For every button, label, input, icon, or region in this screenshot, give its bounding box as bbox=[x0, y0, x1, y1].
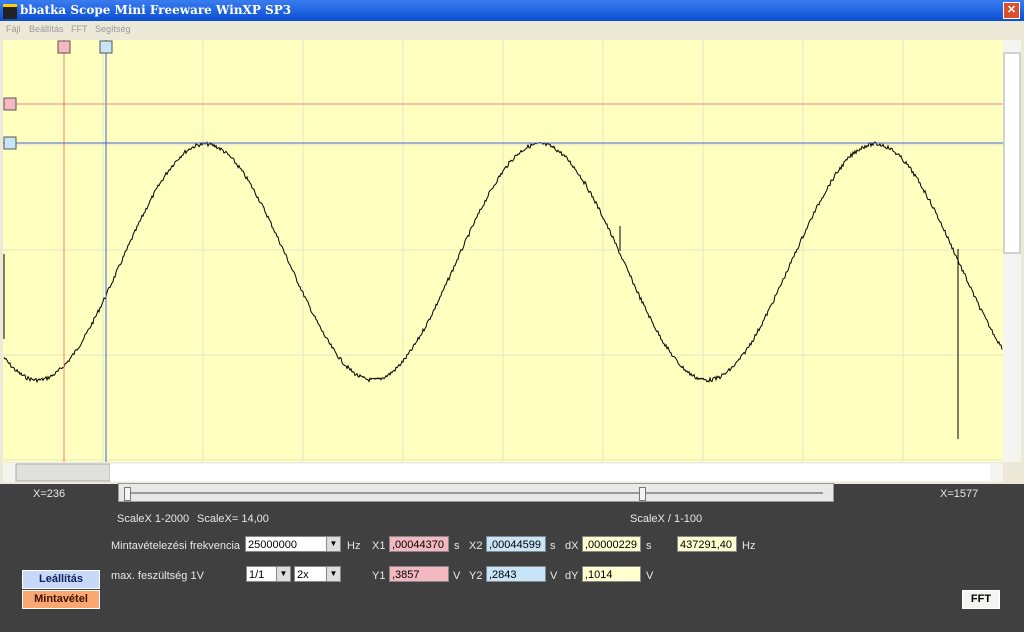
waveform bbox=[3, 141, 1003, 439]
dropdown-arrow[interactable]: ▼ bbox=[326, 567, 340, 581]
gain-value: 2x bbox=[297, 569, 309, 581]
unit: V bbox=[646, 570, 654, 582]
slider-track bbox=[127, 492, 823, 494]
sample-button[interactable]: Mintavétel bbox=[22, 590, 100, 609]
dropdown-arrow[interactable]: ▼ bbox=[276, 567, 290, 581]
right-position: X=1577 bbox=[940, 488, 979, 500]
cursor-x1-handle[interactable] bbox=[57, 40, 71, 54]
y2-field[interactable]: ,2843 bbox=[486, 566, 546, 582]
title-bar: bbatka Scope Mini Freeware WinXP SP3 ✕ bbox=[0, 0, 1024, 21]
gain-select[interactable]: 2x ▼ bbox=[294, 566, 341, 582]
scale-divider: ScaleX / 1-100 bbox=[630, 513, 703, 525]
dropdown-arrow[interactable]: ▼ bbox=[326, 537, 340, 551]
voltage-label: max. feszültség 1V bbox=[111, 570, 204, 582]
menu-bar: Fájl Beállítás FFT Segítség bbox=[0, 21, 1024, 39]
unit: s bbox=[454, 540, 460, 552]
grid bbox=[3, 40, 1003, 462]
close-button[interactable]: ✕ bbox=[1003, 2, 1020, 19]
menu-item[interactable]: Segítség bbox=[95, 24, 131, 34]
dx-label: dX bbox=[565, 540, 579, 552]
sampling-select[interactable]: 25000000 ▼ bbox=[245, 536, 341, 552]
unit: V bbox=[453, 570, 461, 582]
sampling-label: Mintavételezési frekvencia bbox=[111, 540, 241, 552]
y1-label: Y1 bbox=[372, 570, 386, 582]
scale-range: ScaleX 1-2000 bbox=[117, 513, 190, 525]
unit: s bbox=[646, 540, 652, 552]
dy-label: dY bbox=[565, 570, 579, 582]
frequency-field[interactable]: 437291,40 bbox=[677, 536, 737, 552]
vertical-scroll-thumb[interactable] bbox=[1003, 52, 1021, 254]
horizontal-scroll-thumb[interactable] bbox=[15, 463, 111, 482]
cursor-y2-handle[interactable] bbox=[3, 136, 17, 150]
x2-label: X2 bbox=[469, 540, 483, 552]
x1-field[interactable]: ,00044370 bbox=[389, 536, 449, 552]
y2-label: Y2 bbox=[469, 570, 483, 582]
y1-field[interactable]: ,3857 bbox=[389, 566, 449, 582]
slider-thumb[interactable] bbox=[124, 487, 131, 501]
cursor-x2-handle[interactable] bbox=[99, 40, 113, 54]
window-title: bbatka Scope Mini Freeware WinXP SP3 bbox=[20, 3, 292, 17]
app-icon bbox=[3, 4, 17, 19]
scale-value: ScaleX= 14,00 bbox=[197, 513, 269, 525]
dx-field[interactable]: ,00000229 bbox=[582, 536, 641, 552]
unit: s bbox=[550, 540, 556, 552]
horizontal-scroll-track bbox=[110, 464, 990, 481]
x2-field[interactable]: ,00044599 bbox=[486, 536, 546, 552]
fft-button[interactable]: FFT bbox=[962, 590, 1000, 609]
menu-item[interactable]: FFT bbox=[71, 24, 88, 34]
divider-select[interactable]: 1/1 ▼ bbox=[246, 566, 291, 582]
left-position: X=236 bbox=[33, 488, 66, 500]
unit: Hz bbox=[347, 540, 361, 552]
sampling-value: 25000000 bbox=[248, 539, 297, 551]
dy-field[interactable]: ,1014 bbox=[582, 566, 641, 582]
unit: V bbox=[550, 570, 558, 582]
menu-item[interactable]: Fájl bbox=[6, 24, 21, 34]
x1-label: X1 bbox=[372, 540, 386, 552]
menu-item[interactable]: Beállítás bbox=[29, 24, 64, 34]
unit: Hz bbox=[742, 540, 756, 552]
position-slider[interactable] bbox=[118, 483, 834, 502]
divider-value: 1/1 bbox=[249, 569, 265, 581]
scope-area bbox=[0, 39, 1024, 484]
cursor-y1-handle[interactable] bbox=[3, 97, 17, 111]
slider-thumb[interactable] bbox=[639, 487, 646, 501]
stop-button[interactable]: Leállítás bbox=[22, 570, 100, 589]
